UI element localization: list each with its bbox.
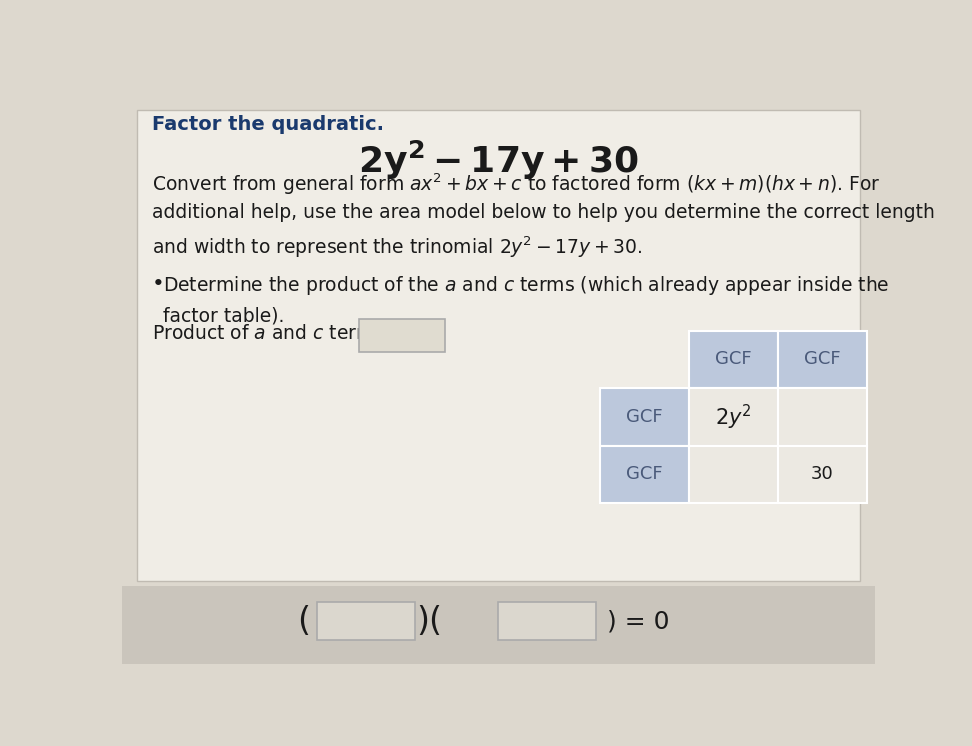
Text: GCF: GCF bbox=[714, 351, 751, 369]
Text: factor table).: factor table). bbox=[163, 306, 284, 325]
Text: GCF: GCF bbox=[804, 351, 841, 369]
Bar bbox=[778, 445, 866, 503]
Text: $2y^2$: $2y^2$ bbox=[715, 402, 751, 431]
Bar bbox=[122, 586, 875, 664]
Text: Product of $\mathit{a}$ and $\mathit{c}$ terms:: Product of $\mathit{a}$ and $\mathit{c}$… bbox=[152, 325, 389, 343]
Text: •: • bbox=[152, 275, 164, 295]
Bar bbox=[689, 445, 778, 503]
Bar bbox=[778, 330, 866, 388]
Bar bbox=[359, 319, 445, 352]
Bar bbox=[600, 388, 689, 445]
Bar bbox=[778, 388, 866, 445]
Text: GCF: GCF bbox=[626, 466, 663, 483]
Bar bbox=[689, 330, 778, 388]
FancyBboxPatch shape bbox=[136, 110, 859, 580]
Bar bbox=[600, 445, 689, 503]
Text: $\mathbf{2y^2-17y+30}$: $\mathbf{2y^2-17y+30}$ bbox=[358, 138, 639, 181]
Text: Determine the product of the $\mathit{a}$ and $\mathit{c}$ terms (which already : Determine the product of the $\mathit{a}… bbox=[163, 275, 889, 298]
Bar bbox=[122, 586, 875, 664]
Bar bbox=[498, 603, 596, 640]
Text: additional help, use the area model below to help you determine the correct leng: additional help, use the area model belo… bbox=[152, 203, 934, 222]
Text: Factor the quadratic.: Factor the quadratic. bbox=[152, 116, 384, 134]
Text: GCF: GCF bbox=[626, 408, 663, 426]
Text: ) = 0: ) = 0 bbox=[608, 609, 670, 633]
Text: and width to represent the trinomial $2y^2 - 17y + 30$.: and width to represent the trinomial $2y… bbox=[152, 234, 642, 260]
Text: 30: 30 bbox=[811, 466, 833, 483]
Text: )(: )( bbox=[416, 605, 442, 638]
Bar bbox=[317, 603, 415, 640]
Bar bbox=[689, 388, 778, 445]
Text: (: ( bbox=[297, 605, 310, 638]
Text: Convert from general form $ax^2 + bx + c$ to factored form $(kx + m)(hx + n)$. F: Convert from general form $ax^2 + bx + c… bbox=[152, 171, 880, 197]
